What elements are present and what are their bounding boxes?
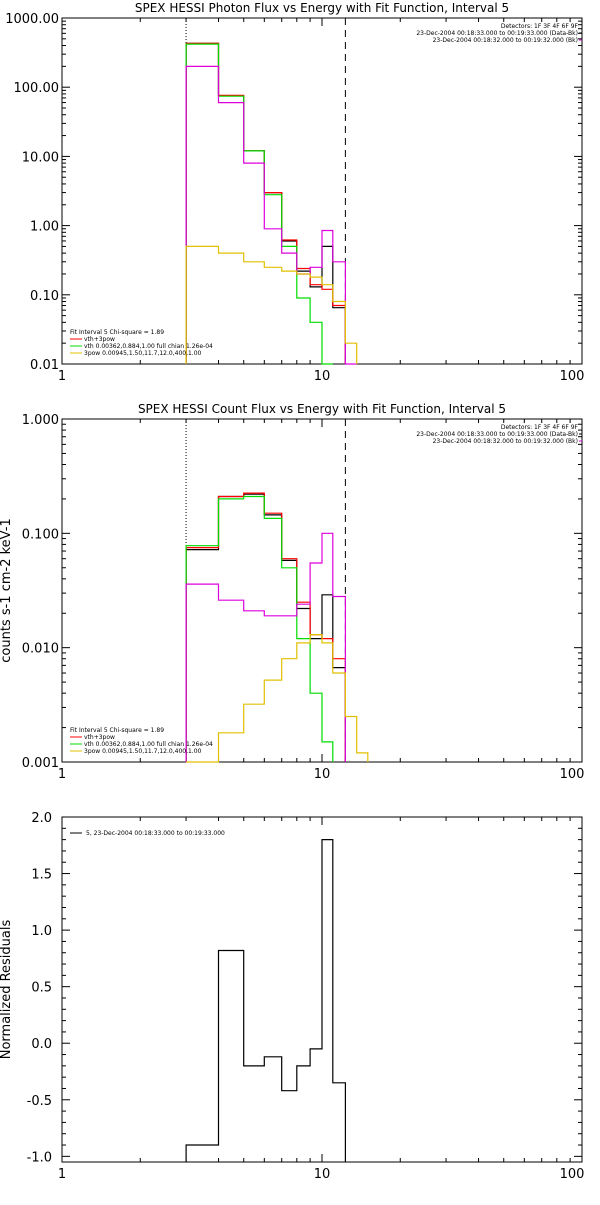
x-tick-label: 100 [560, 767, 585, 782]
info-line: Detectors: 1F 3F 4F 6F 9F [501, 424, 579, 431]
chart-title: SPEX HESSI Photon Flux vs Energy with Fi… [135, 1, 509, 15]
info-line: 23-Dec-2004 00:18:32.000 to 00:19:32.000… [433, 438, 578, 445]
x-tick-label: 10 [314, 767, 331, 782]
y-tick-label: 0.5 [31, 981, 52, 996]
x-tick-label: 10 [314, 369, 331, 384]
x-tick-label: 100 [560, 1167, 585, 1182]
series-line-3 [185, 532, 346, 762]
y-tick-label: 1.000 [22, 413, 59, 428]
y-tick-label: 1.0 [31, 924, 52, 939]
y-tick-label: 100.00 [14, 81, 60, 96]
legend-entry: 3pow 0.00945,1.50,11.7,12.0,400,1.00 [84, 350, 202, 357]
y-tick-label: 0.001 [22, 756, 59, 771]
plot-frame [61, 17, 583, 365]
y-tick-label: 1.5 [31, 868, 52, 883]
y-tick-label: 2.0 [31, 811, 52, 826]
y-tick-label: 1000.00 [5, 12, 59, 27]
x-tick-label: 10 [314, 1167, 331, 1182]
x-tick-label: 100 [560, 369, 585, 384]
info-line: 23-Dec-2004 00:18:33.000 to 00:19:33.000… [416, 431, 578, 438]
x-tick-label: 1 [58, 767, 66, 782]
chart-title: SPEX HESSI Count Flux vs Energy with Fit… [138, 402, 506, 416]
series-line-1 [185, 492, 346, 762]
info-line: Detectors: 1F 3F 4F 6F 9F [501, 23, 579, 30]
x-tick-label: 1 [58, 369, 66, 384]
legend-entry: 3pow 0.00945,1.50,11.7,12.0,400,1.00 [84, 748, 202, 755]
y-tick-label: -0.5 [27, 1094, 52, 1109]
y-tick-label: 0.01 [30, 358, 59, 373]
series-line-2 [185, 43, 333, 365]
info-line: 23-Dec-2004 00:18:32.000 to 00:19:32.000… [433, 37, 578, 44]
y-tick-label: 0.010 [22, 642, 59, 657]
series-line-0 [185, 839, 346, 1162]
legend-entry: vth 0.00362,0.884,1.00 full chian 1.26e-… [84, 343, 213, 350]
y-tick-label: 0.0 [31, 1037, 52, 1052]
series-line-0 [185, 42, 346, 364]
y-tick-label: -1.0 [27, 1150, 52, 1165]
y-axis-label: counts s-1 cm-2 keV-1 [0, 518, 14, 663]
y-tick-label: 0.10 [30, 289, 59, 304]
y-tick-label: 0.100 [22, 527, 59, 542]
legend-header: Fit Interval 5 Chi-square = 1.89 [70, 329, 164, 336]
x-tick-label: 1 [58, 1167, 66, 1182]
series-line-2 [185, 495, 334, 762]
y-axis-label: Normalized Residuals [0, 920, 14, 1060]
series-line-3 [185, 65, 357, 365]
y-tick-label: 1.00 [30, 220, 59, 235]
legend-entry: 5, 23-Dec-2004 00:18:33.000 to 00:19:33.… [86, 830, 225, 837]
series-line-4 [186, 634, 369, 763]
legend-entry: vth+3pow [84, 336, 115, 343]
legend-entry: vth 0.00362,0.884,1.00 full chian 1.26e-… [84, 741, 213, 748]
info-line: 23-Dec-2004 00:18:33.000 to 00:19:33.000… [416, 30, 578, 37]
series-line-1 [185, 42, 346, 364]
legend-header: Fit Interval 5 Chi-square = 1.89 [70, 727, 164, 734]
series-line-4 [185, 245, 358, 364]
y-tick-label: 10.00 [22, 150, 59, 165]
legend-entry: vth+3pow [84, 734, 115, 741]
